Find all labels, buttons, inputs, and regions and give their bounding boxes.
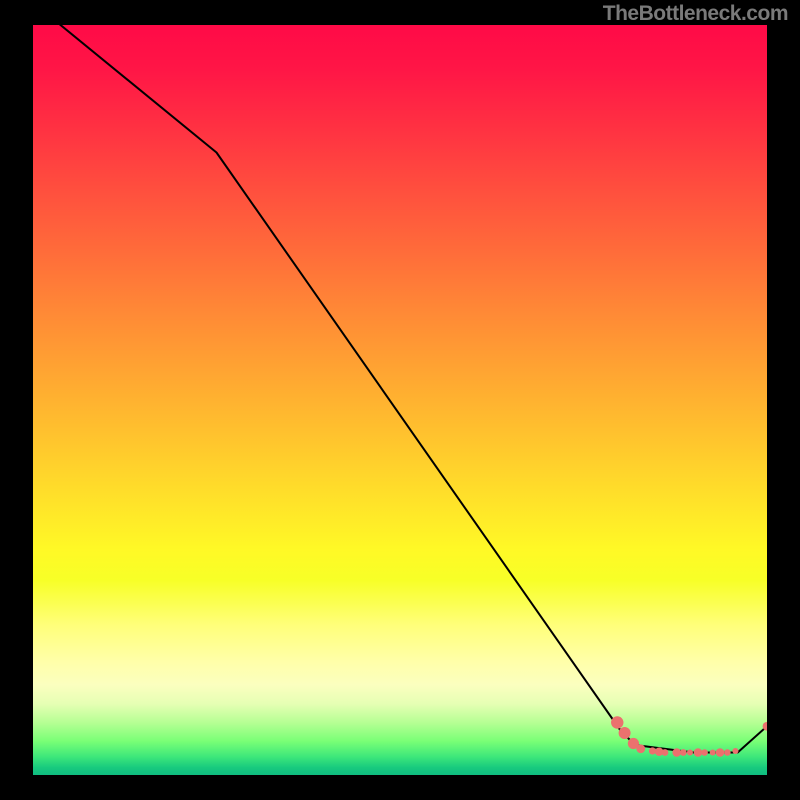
data-marker	[687, 750, 693, 756]
chart-svg	[33, 25, 767, 775]
data-marker	[680, 749, 687, 756]
data-marker	[701, 749, 708, 756]
data-marker	[732, 748, 738, 754]
data-marker	[716, 748, 725, 757]
data-marker	[611, 716, 623, 728]
watermark-text: TheBottleneck.com	[603, 2, 788, 26]
data-marker	[724, 749, 731, 756]
data-marker	[662, 749, 669, 756]
data-marker	[694, 748, 703, 757]
chart-background	[33, 25, 767, 775]
data-marker	[710, 750, 716, 756]
chart-plot-area	[33, 25, 767, 775]
data-marker	[672, 748, 681, 757]
data-marker	[636, 744, 645, 753]
data-marker	[619, 727, 631, 739]
